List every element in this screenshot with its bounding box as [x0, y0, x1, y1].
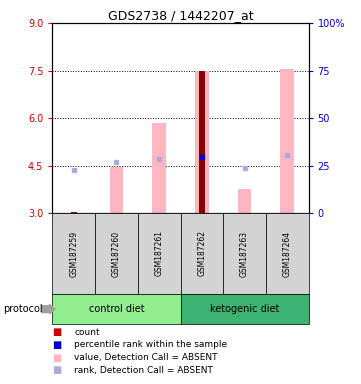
Text: ketogenic diet: ketogenic diet	[210, 304, 279, 314]
Text: ■: ■	[52, 365, 62, 375]
Text: GSM187262: GSM187262	[197, 230, 206, 276]
Bar	[238, 189, 251, 213]
Bar	[110, 167, 123, 213]
Text: protocol: protocol	[4, 304, 43, 314]
Title: GDS2738 / 1442207_at: GDS2738 / 1442207_at	[108, 9, 253, 22]
Bar	[195, 71, 209, 213]
Text: GSM187259: GSM187259	[69, 230, 78, 276]
Text: ■: ■	[52, 353, 62, 362]
Text: count: count	[74, 328, 100, 337]
Text: GSM187260: GSM187260	[112, 230, 121, 276]
Text: GSM187264: GSM187264	[283, 230, 292, 276]
Bar	[152, 123, 166, 213]
Text: rank, Detection Call = ABSENT: rank, Detection Call = ABSENT	[74, 366, 213, 375]
Text: percentile rank within the sample: percentile rank within the sample	[74, 340, 227, 349]
Text: GSM187261: GSM187261	[155, 230, 164, 276]
Bar	[280, 69, 294, 213]
Text: control diet: control diet	[88, 304, 144, 314]
Bar	[199, 71, 205, 213]
Bar	[70, 212, 77, 213]
Text: GSM187263: GSM187263	[240, 230, 249, 276]
Text: ■: ■	[52, 340, 62, 350]
Text: value, Detection Call = ABSENT: value, Detection Call = ABSENT	[74, 353, 218, 362]
Text: ■: ■	[52, 327, 62, 337]
